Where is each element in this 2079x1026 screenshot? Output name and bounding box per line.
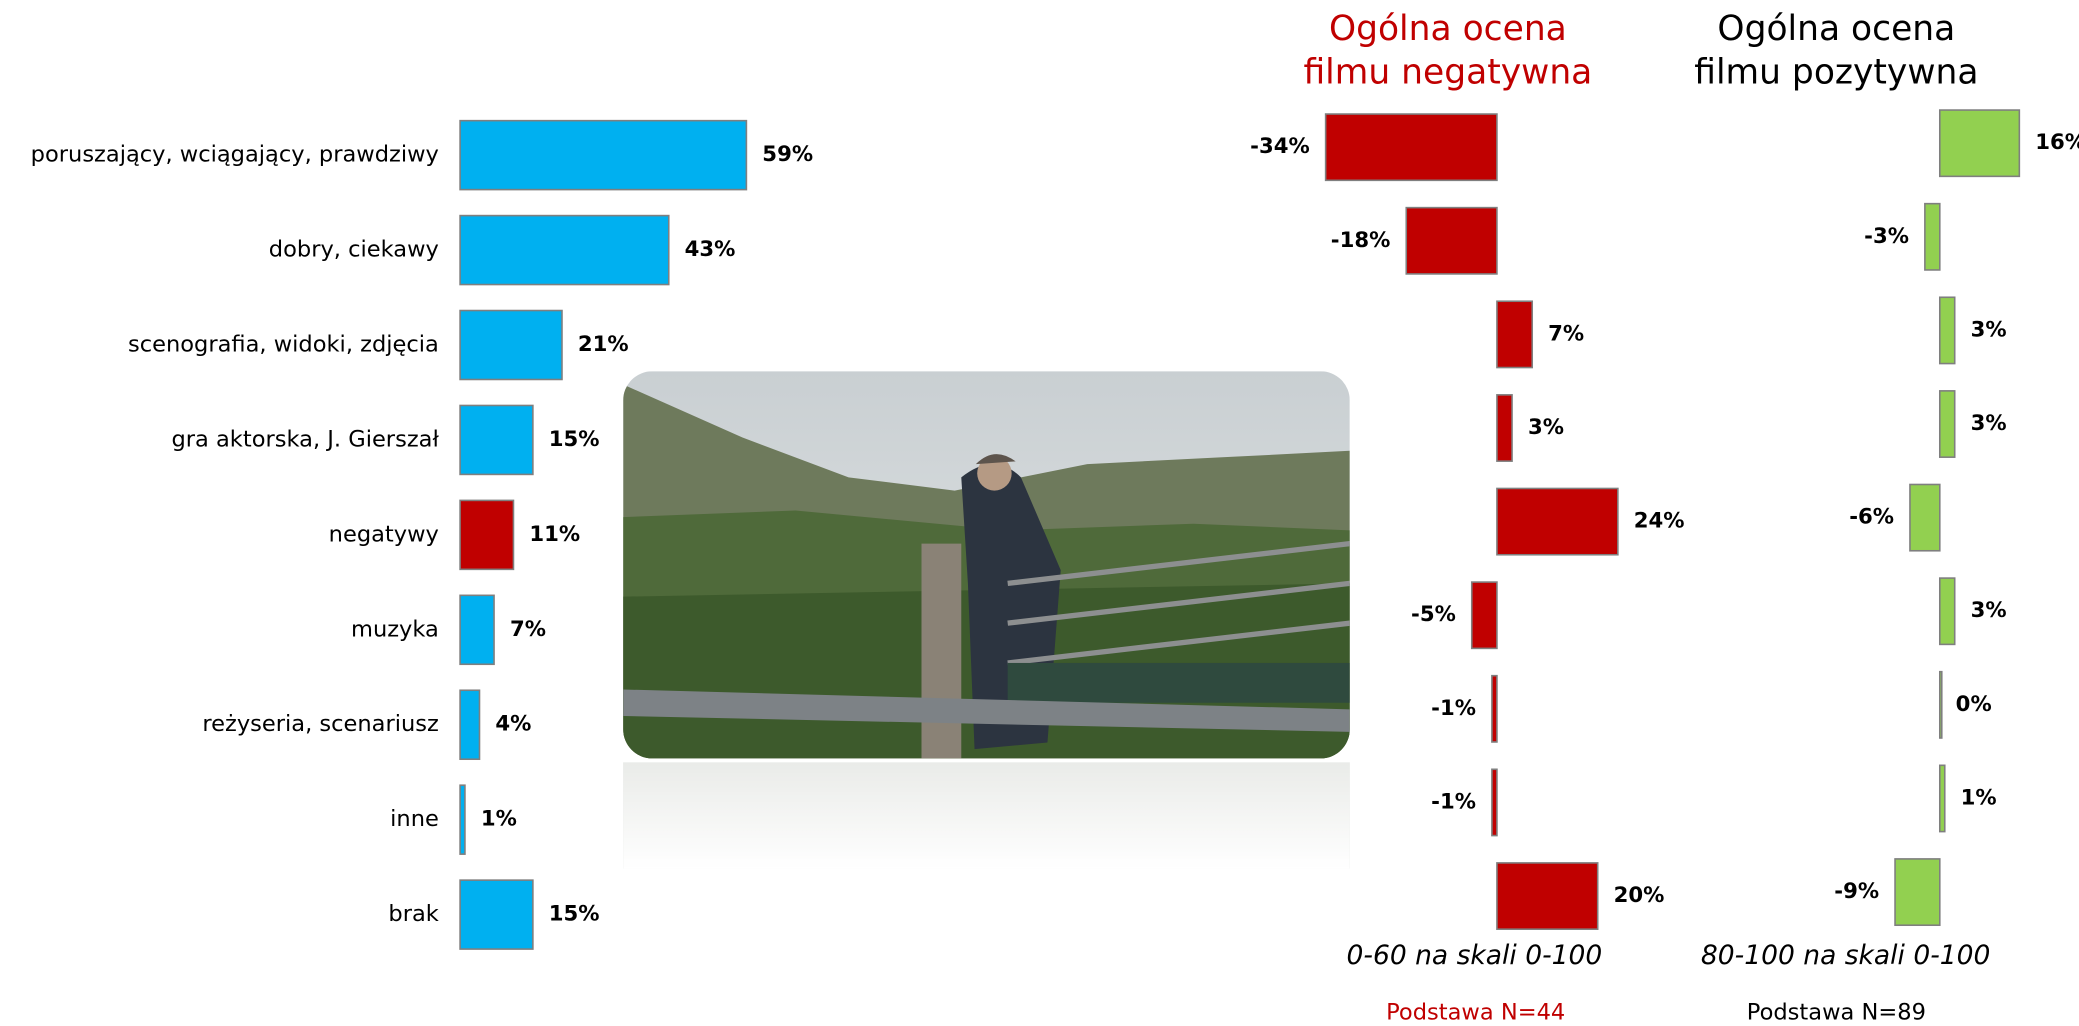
category-label: scenografia, widoki, zdjęcia [128,331,439,357]
value-label: 3% [1971,317,2007,342]
value-label: 11% [529,522,580,547]
bar [1938,670,1943,739]
value-label: 1% [1961,785,1997,810]
bar [1894,858,1941,927]
bar [459,689,481,761]
bar [459,879,534,950]
chart-title: Ogólna ocena filmu negatywna [1303,9,1593,93]
value-label: 15% [549,427,600,452]
category-label: poruszający, wciągający, prawdziwy [31,142,439,168]
photo [623,371,1350,759]
bar [1938,390,1956,458]
value-label: -1% [1431,696,1476,721]
bar [459,309,563,381]
bar [1909,483,1941,552]
bar [1496,487,1619,556]
bar [1496,300,1534,369]
category-label: dobry, ciekawy [269,237,439,263]
value-label: 3% [1971,411,2007,436]
bar [1924,202,1941,271]
value-label: 24% [1634,509,1685,534]
value-label: 43% [685,237,736,262]
bar [1938,764,1946,833]
value-label: -3% [1864,224,1909,249]
bar [459,594,495,666]
bar [1938,109,2021,178]
bar [1938,577,1956,646]
value-label: 7% [1548,321,1584,346]
bar [459,784,466,855]
value-label: 0% [1956,692,1992,717]
value-label: -1% [1431,789,1476,814]
bar [1405,206,1498,275]
category-label: muzyka [351,616,439,642]
value-label: 16% [2035,130,2079,155]
bar [1491,768,1498,837]
bar [1324,113,1498,182]
bar [1938,296,1956,365]
value-label: 3% [1971,598,2007,623]
bar [1491,674,1498,743]
value-label: 15% [549,902,600,927]
chart-subtitle: 80-100 na skali 0-100 [1700,938,1991,971]
category-label: gra aktorska, J. Gierszał [171,426,439,452]
base-note: Podstawa N=44 [1386,999,1566,1026]
bar [1470,581,1498,650]
value-label: 4% [495,712,531,737]
chart-subtitle: 0-60 na skali 0-100 [1346,938,1603,971]
value-label: -5% [1411,602,1456,627]
value-label: 21% [578,332,629,357]
value-label: 3% [1528,415,1564,440]
value-label: -34% [1250,134,1310,159]
bar [459,404,534,476]
photo-reflection [623,762,1350,869]
value-label: 7% [510,617,546,642]
value-label: 1% [481,807,517,832]
bar [459,119,748,191]
bar [1496,862,1599,930]
category-label: negatywy [329,521,439,547]
bar [1496,394,1513,462]
value-label: 59% [762,142,813,167]
category-label: inne [390,806,439,832]
value-label: -9% [1834,879,1879,904]
base-note: Podstawa N=89 [1746,999,1926,1026]
value-label: -6% [1849,505,1894,530]
category-label: reżyseria, scenariusz [202,711,439,737]
category-label: brak [388,901,438,927]
bar [459,499,515,571]
chart-title: Ogólna ocena filmu pozytywna [1694,9,1979,93]
value-label: 20% [1614,883,1665,908]
value-label: -18% [1331,228,1391,253]
bar [459,214,670,286]
